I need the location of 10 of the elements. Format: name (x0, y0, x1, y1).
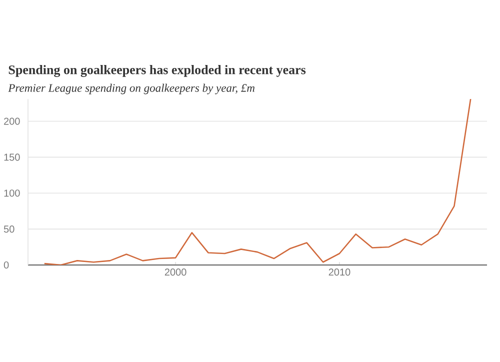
y-tick-label: 150 (4, 154, 20, 161)
x-tick-label: 2000 (164, 268, 186, 276)
chart-subtitle: Premier League spending on goalkeepers by year, £m (8, 84, 254, 94)
y-tick-label: 100 (4, 190, 20, 197)
y-tick-label: 200 (4, 118, 20, 125)
y-tick-label: 50 (4, 226, 14, 233)
x-tick-label: 2010 (328, 268, 350, 276)
y-tick-label: 0 (4, 261, 9, 269)
line-series (44, 99, 472, 265)
chart-title: Spending on goalkeepers has exploded in recent years (8, 65, 306, 77)
